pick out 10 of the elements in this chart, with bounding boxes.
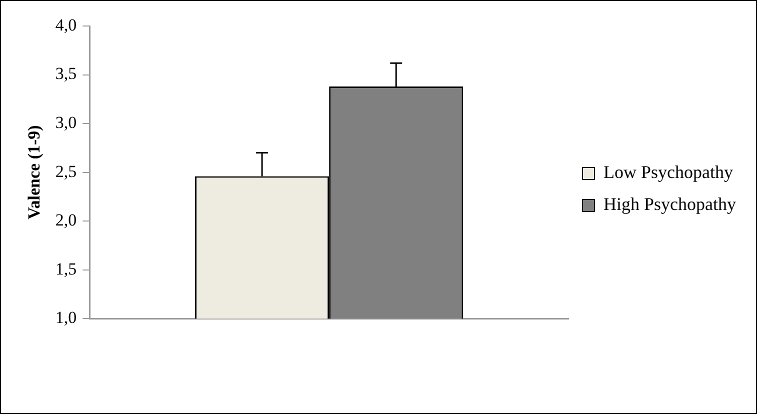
y-tick-label: 2,5	[55, 162, 77, 181]
y-tick-label: 1,5	[55, 259, 77, 278]
y-tick-label: 1,0	[55, 308, 77, 328]
y-tick-label: 4,0	[55, 15, 77, 34]
y-tick-label: 2,0	[55, 210, 77, 230]
legend-label: Low Psychopathy	[604, 162, 734, 182]
y-tick-label: 3,0	[55, 113, 77, 132]
legend-label: High Psychopathy	[604, 194, 736, 214]
y-axis-title: Valence (1-9)	[24, 125, 44, 220]
y-tick-label: 3,5	[55, 64, 77, 84]
